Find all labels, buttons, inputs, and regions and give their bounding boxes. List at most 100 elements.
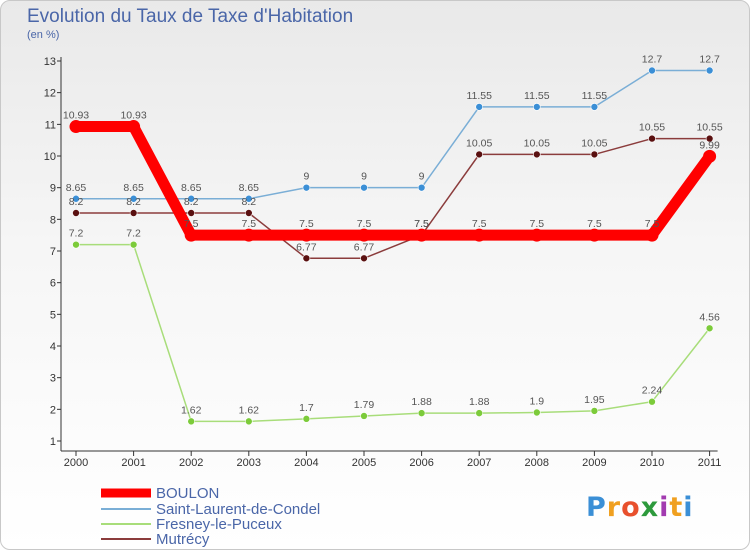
- x-tick-label: 2001: [121, 457, 145, 469]
- data-label: 8.65: [123, 182, 144, 194]
- series-saint-laurent-de-condel: 8.65 8.65 8.65 8.65 9 9 9 11.55 11.55 11.55 12.7 12…: [66, 54, 720, 203]
- logo-letter: P: [586, 492, 607, 523]
- data-label: 9.99: [699, 139, 720, 151]
- data-point: [417, 183, 426, 192]
- series-line: [76, 69, 710, 200]
- data-point: [648, 66, 656, 75]
- x-tick-label: 2004: [294, 457, 318, 469]
- series-boulon: 10.93 10.93 7.5 7.5 7.5 7.5 7.5 7.5 7.5 7.5 7.5 9.9…: [63, 110, 720, 242]
- y-tick-label: 8: [50, 214, 56, 226]
- data-label: 7.5: [414, 218, 429, 230]
- data-point: [590, 103, 599, 111]
- data-point: [245, 194, 253, 203]
- data-point: [242, 228, 256, 242]
- y-tick-label: 5: [50, 309, 56, 321]
- logo-letter: t: [669, 492, 684, 523]
- data-label: 7.5: [184, 218, 199, 230]
- data-label: 7.2: [126, 228, 141, 240]
- data-label: 8.2: [126, 196, 141, 208]
- data-label: 8.65: [181, 182, 202, 194]
- data-point: [357, 228, 371, 242]
- data-point: [587, 228, 601, 242]
- y-tick-label: 13: [44, 56, 56, 68]
- data-label: 9: [303, 171, 309, 183]
- data-label: 1.9: [529, 396, 544, 408]
- data-point: [590, 150, 599, 159]
- data-point: [705, 324, 714, 333]
- data-label: 10.05: [581, 137, 607, 149]
- data-label: 9: [419, 171, 425, 183]
- data-label: 7.5: [241, 218, 256, 230]
- legend-label: BOULON: [156, 485, 219, 502]
- data-point: [187, 194, 195, 203]
- data-label: 7.5: [414, 218, 429, 230]
- legend-label: Fresney-le-Puceux: [156, 516, 282, 533]
- data-point: [129, 240, 138, 249]
- data-point: [475, 150, 484, 159]
- x-tick-label: 2008: [525, 457, 549, 469]
- x-tick-label: 2006: [409, 457, 433, 469]
- data-label: 8.2: [69, 196, 84, 208]
- data-point: [69, 120, 83, 134]
- x-tick-label: 2005: [352, 457, 376, 469]
- data-label: 9: [361, 171, 367, 183]
- data-point: [705, 134, 714, 143]
- data-point: [302, 254, 311, 263]
- data-label: 7.5: [472, 218, 487, 230]
- data-point: [184, 228, 198, 242]
- y-tick-label: 11: [45, 119, 56, 131]
- y-tick-label: 12: [44, 88, 56, 100]
- data-label: 10.55: [639, 122, 665, 134]
- data-point: [360, 183, 368, 192]
- data-label: 8.2: [184, 196, 199, 208]
- data-point: [645, 228, 659, 242]
- data-label: 1.62: [239, 404, 260, 416]
- data-point: [72, 194, 80, 203]
- data-point: [648, 397, 656, 406]
- data-point: [302, 415, 311, 423]
- data-label: 1.62: [181, 404, 202, 416]
- data-label: 8.2: [241, 196, 256, 208]
- data-label: 1.88: [411, 396, 432, 408]
- x-tick-label: 2009: [582, 457, 606, 469]
- data-point: [532, 103, 541, 111]
- data-point: [530, 228, 544, 242]
- x-tick-label: 2010: [640, 457, 664, 469]
- x-tick-label: 2007: [467, 457, 491, 469]
- data-label: 8.65: [66, 182, 87, 194]
- data-point: [245, 417, 253, 426]
- series-line: [76, 243, 711, 423]
- data-point: [187, 417, 195, 426]
- data-point: [472, 228, 486, 242]
- data-point: [648, 134, 656, 143]
- data-label: 8.65: [239, 182, 260, 194]
- series-line: [70, 121, 716, 241]
- data-point: [72, 240, 80, 249]
- data-label: 1.79: [354, 399, 375, 411]
- data-label: 11.55: [466, 90, 492, 102]
- y-tick-label: 7: [50, 246, 56, 258]
- x-tick-label: 2000: [64, 457, 88, 469]
- data-label: 7.5: [529, 218, 544, 230]
- y-tick-label: 3: [50, 373, 56, 385]
- logo-letter: o: [621, 492, 641, 523]
- data-point: [415, 228, 429, 242]
- proxiti-logo: Proxiti: [586, 492, 694, 523]
- data-label: 6.77: [296, 241, 317, 253]
- data-label: 10.55: [696, 122, 722, 134]
- data-label: 7.5: [645, 218, 660, 230]
- data-point: [532, 408, 541, 417]
- logo-letter: i: [659, 492, 670, 523]
- data-point: [72, 209, 80, 217]
- y-tick-label: 1: [50, 436, 56, 448]
- data-point: [360, 254, 368, 263]
- data-label: 6.77: [354, 241, 375, 253]
- data-point: [360, 412, 368, 420]
- data-point: [245, 209, 253, 217]
- y-tick-label: 9: [50, 183, 56, 195]
- data-label: 1.7: [299, 402, 314, 414]
- x-tick-label: 2003: [237, 457, 261, 469]
- chart-subtitle: (en %): [27, 29, 60, 41]
- data-label: 7.5: [587, 218, 602, 230]
